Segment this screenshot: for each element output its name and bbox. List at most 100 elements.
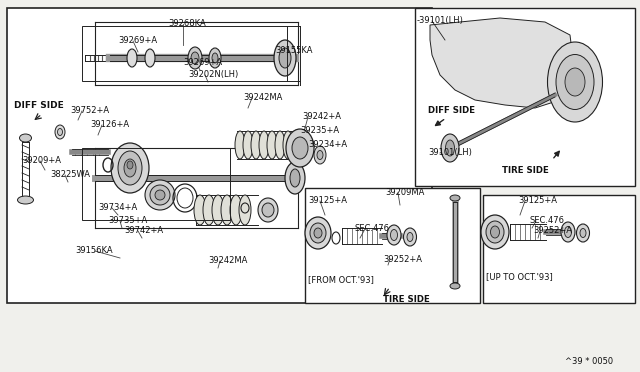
Ellipse shape: [407, 232, 413, 241]
Ellipse shape: [490, 226, 499, 238]
Text: SEC.476: SEC.476: [355, 224, 390, 233]
Text: 39209MA: 39209MA: [385, 188, 424, 197]
Bar: [305, 188, 480, 303]
Text: ^39 * 0050: ^39 * 0050: [565, 357, 613, 366]
Text: 39252+A: 39252+A: [533, 226, 572, 235]
Text: 39125+A: 39125+A: [518, 196, 557, 205]
Text: 39202N(LH): 39202N(LH): [188, 70, 238, 79]
Text: 39268KA: 39268KA: [168, 19, 205, 28]
Text: 39155KA: 39155KA: [275, 46, 312, 55]
Ellipse shape: [259, 131, 269, 159]
Text: 39269+A: 39269+A: [118, 36, 157, 45]
Text: TIRE SIDE: TIRE SIDE: [502, 166, 548, 175]
Ellipse shape: [127, 49, 137, 67]
Ellipse shape: [243, 131, 253, 159]
Ellipse shape: [258, 198, 278, 222]
Ellipse shape: [445, 140, 454, 156]
Text: 39252+A: 39252+A: [383, 255, 422, 264]
Ellipse shape: [577, 224, 589, 242]
Text: [FROM OCT.'93]: [FROM OCT.'93]: [308, 275, 374, 284]
Ellipse shape: [212, 53, 218, 63]
Ellipse shape: [279, 48, 291, 68]
Text: 39752+A: 39752+A: [70, 106, 109, 115]
Ellipse shape: [145, 49, 155, 67]
Text: 39242+A: 39242+A: [302, 112, 341, 121]
Polygon shape: [430, 18, 575, 108]
Ellipse shape: [194, 195, 206, 225]
Ellipse shape: [191, 52, 199, 64]
Ellipse shape: [17, 196, 33, 204]
Ellipse shape: [387, 225, 401, 245]
Bar: [7, 8, 432, 303]
Ellipse shape: [203, 195, 215, 225]
Bar: [82, 148, 230, 220]
Text: 38225WA: 38225WA: [50, 170, 90, 179]
Ellipse shape: [267, 131, 277, 159]
Text: DIFF SIDE: DIFF SIDE: [428, 106, 475, 115]
Ellipse shape: [235, 131, 245, 159]
Text: [UP TO OCT.'93]: [UP TO OCT.'93]: [486, 272, 553, 281]
Text: 39235+A: 39235+A: [300, 126, 339, 135]
Bar: [82, 26, 287, 81]
Ellipse shape: [209, 48, 221, 68]
Text: 39735+A: 39735+A: [108, 216, 147, 225]
Text: TIRE SIDE: TIRE SIDE: [383, 295, 429, 304]
Ellipse shape: [262, 203, 274, 217]
Ellipse shape: [580, 228, 586, 237]
Ellipse shape: [314, 146, 326, 164]
Ellipse shape: [118, 151, 142, 185]
Ellipse shape: [290, 169, 300, 187]
Bar: [483, 195, 635, 303]
Bar: [415, 8, 635, 186]
Ellipse shape: [547, 42, 602, 122]
Text: 39742+A: 39742+A: [124, 226, 163, 235]
Text: DIFF SIDE: DIFF SIDE: [14, 101, 64, 110]
Ellipse shape: [155, 190, 165, 200]
Ellipse shape: [230, 195, 242, 225]
Text: -39101(LH): -39101(LH): [417, 16, 464, 25]
Ellipse shape: [239, 195, 251, 225]
Ellipse shape: [145, 180, 175, 210]
Ellipse shape: [150, 185, 170, 205]
Text: 39242MA: 39242MA: [243, 93, 282, 102]
Ellipse shape: [390, 230, 397, 241]
Text: 39269+A: 39269+A: [183, 58, 222, 67]
Text: 39234+A: 39234+A: [308, 140, 347, 149]
Ellipse shape: [188, 47, 202, 69]
Ellipse shape: [441, 134, 459, 162]
Ellipse shape: [286, 129, 314, 167]
Ellipse shape: [212, 195, 224, 225]
Ellipse shape: [314, 228, 322, 238]
Ellipse shape: [317, 151, 323, 160]
Ellipse shape: [275, 131, 285, 159]
Text: 39126+A: 39126+A: [90, 120, 129, 129]
Text: 39242MA: 39242MA: [208, 256, 248, 265]
Ellipse shape: [127, 161, 133, 169]
Text: 39209+A: 39209+A: [22, 156, 61, 165]
Ellipse shape: [450, 283, 460, 289]
Ellipse shape: [292, 137, 308, 159]
Ellipse shape: [19, 134, 31, 142]
Ellipse shape: [556, 55, 594, 109]
Ellipse shape: [285, 162, 305, 194]
Text: 39156KA: 39156KA: [75, 246, 113, 255]
Ellipse shape: [310, 223, 326, 243]
Ellipse shape: [55, 125, 65, 139]
Ellipse shape: [564, 227, 572, 237]
Ellipse shape: [251, 131, 261, 159]
Ellipse shape: [486, 221, 504, 243]
Ellipse shape: [283, 131, 293, 159]
Ellipse shape: [403, 228, 417, 246]
Text: 39125+A: 39125+A: [308, 196, 347, 205]
Ellipse shape: [221, 195, 233, 225]
Ellipse shape: [124, 159, 136, 177]
Text: 39101(LH): 39101(LH): [428, 148, 472, 157]
Ellipse shape: [450, 195, 460, 201]
Ellipse shape: [305, 217, 331, 249]
Text: 39734+A: 39734+A: [98, 203, 137, 212]
Ellipse shape: [58, 128, 63, 135]
Ellipse shape: [561, 222, 575, 242]
Text: SEC.476: SEC.476: [530, 216, 565, 225]
Ellipse shape: [565, 68, 585, 96]
Ellipse shape: [111, 143, 149, 193]
